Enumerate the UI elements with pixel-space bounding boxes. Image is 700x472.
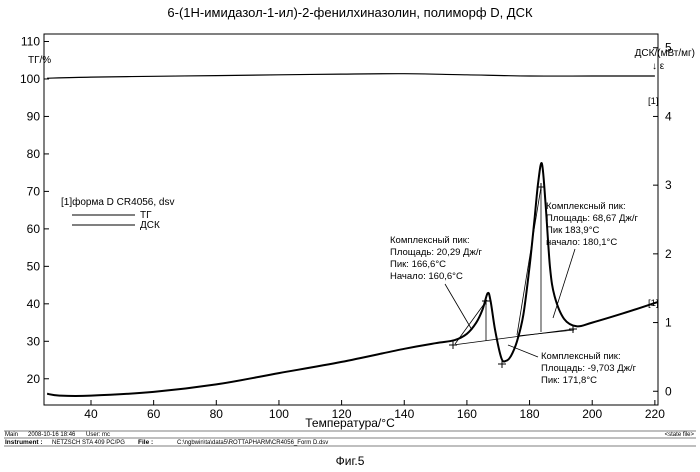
right-tick-label-3: 3	[665, 178, 672, 192]
footer-instrument: NETZSCH STA 409 PC/PG	[52, 440, 125, 446]
baseline-peak-2	[517, 330, 574, 336]
left-axis-ticks: 20 30 40 50 60 70 80 90 100 110	[20, 34, 49, 385]
left-tick-label-9: 110	[21, 34, 40, 48]
left-tick-label-6: 80	[27, 147, 41, 161]
footer: Main 2008-10-16 18:46 User: mc <state fi…	[4, 431, 696, 446]
x-tick-label-3: 100	[269, 407, 289, 421]
annotation-peak-2: Комплексный пик: Площадь: 68,67 Дж/г Пик…	[546, 201, 638, 318]
left-tick-label-0: 20	[27, 372, 41, 386]
annotation-2-leader	[553, 249, 575, 318]
right-tick-label-5: 5	[665, 41, 672, 55]
chart-title: 6-(1Н-имидазол-1-ил)-2-фенилхиназолин, п…	[167, 5, 533, 20]
footer-main-label: Main	[5, 432, 18, 438]
legend-entry-dsc: ДСК	[140, 220, 160, 231]
x-axis-label: Температура/°C	[305, 416, 395, 430]
x-tick-label-7: 180	[520, 407, 540, 421]
annotation-3-line-3: Пик: 171,8°C	[541, 375, 597, 386]
x-tick-label-1: 60	[147, 407, 161, 421]
exo-direction-symbol: ↓ ε	[652, 61, 665, 72]
footer-timestamp: 2008-10-16 18:46	[28, 432, 76, 438]
annotation-1-line-2: Площадь: 20,29 Дж/г	[390, 247, 482, 258]
left-tick-label-2: 40	[27, 297, 41, 311]
legend-title: [1]форма D CR4056, dsv	[61, 196, 175, 208]
annotation-3-line-2: Площадь: -9,703 Дж/г	[541, 363, 637, 374]
x-tick-label-2: 80	[210, 407, 224, 421]
tg-curve	[47, 74, 655, 79]
x-tick-label-6: 160	[457, 407, 477, 421]
annotation-1-line-3: Пик: 166,6°C	[390, 259, 446, 270]
footer-file: C:\ngbwin\ta\data5\ROTTAPHARM\CR4056_For…	[177, 440, 328, 446]
footer-user: User: mc	[86, 432, 110, 438]
annotation-2-line-3: Пик 183,9°C	[546, 225, 600, 236]
footer-file-label: File :	[138, 439, 153, 446]
annotation-peak-1: Комплексный пик: Площадь: 20,29 Дж/г Пик…	[390, 235, 482, 330]
left-tick-label-3: 50	[27, 259, 41, 273]
left-tick-label-5: 70	[27, 184, 41, 198]
annotation-2-line-4: начало: 180,1°C	[546, 237, 617, 248]
x-tick-label-0: 40	[84, 407, 98, 421]
left-axis-label: ТГ/%	[28, 55, 51, 66]
figure-caption: Фиг.5	[336, 454, 365, 468]
right-tick-label-1: 1	[665, 316, 672, 330]
tg-curve-tag: [1]	[648, 96, 659, 107]
x-tick-label-8: 200	[582, 407, 602, 421]
right-axis-ticks: 0 1 2 3 4 5	[653, 41, 672, 399]
baseline-peak-1	[453, 329, 574, 345]
x-tick-label-9: 220	[645, 407, 665, 421]
annotation-1-line-4: Начало: 160,6°C	[390, 271, 463, 282]
marker-peak-1	[482, 297, 490, 305]
annotation-3-line-1: Комплексный пик:	[541, 351, 621, 362]
onset-tangent-2	[517, 187, 541, 335]
left-tick-label-4: 60	[27, 222, 41, 236]
onset-tangent-1	[455, 300, 487, 344]
annotation-min: Комплексный пик: Площадь: -9,703 Дж/г Пи…	[508, 345, 637, 386]
left-tick-label-1: 30	[27, 334, 41, 348]
legend: [1]форма D CR4056, dsv ТГ ДСК	[61, 196, 175, 231]
annotation-1-line-1: Комплексный пик:	[390, 235, 470, 246]
dsc-curve-tag: [1]	[648, 298, 659, 309]
x-tick-label-5: 140	[394, 407, 414, 421]
annotation-2-line-1: Комплексный пик:	[546, 201, 626, 212]
right-tick-label-0: 0	[665, 384, 672, 398]
left-tick-label-8: 100	[20, 72, 40, 86]
footer-instrument-label: Instrument :	[5, 439, 43, 446]
marker-onset-1	[449, 341, 457, 349]
annotation-1-leader	[445, 284, 472, 330]
left-tick-label-7: 90	[27, 109, 41, 123]
right-tick-label-2: 2	[665, 247, 672, 261]
right-tick-label-4: 4	[665, 109, 672, 123]
footer-state-file: <state file>	[665, 432, 695, 438]
annotation-2-line-2: Площадь: 68,67 Дж/г	[546, 213, 638, 224]
